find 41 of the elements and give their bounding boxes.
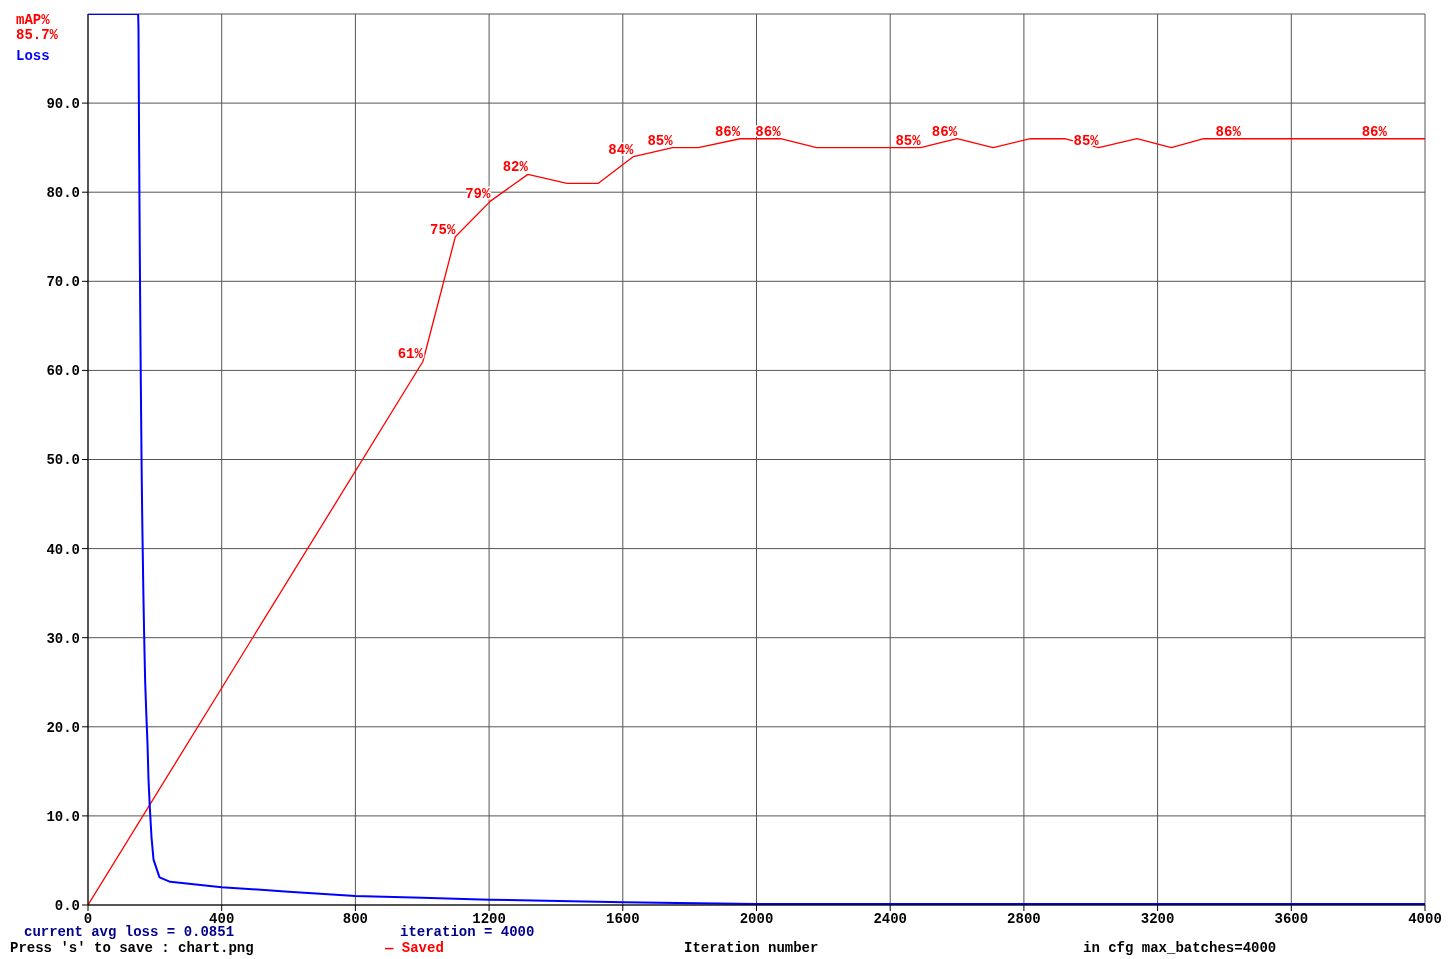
text: in cfg max_batches=4000: [1083, 940, 1277, 956]
x-tick-label: 400: [209, 910, 235, 927]
x-tick-label: 2000: [739, 910, 774, 927]
x-tick-label: 800: [342, 910, 369, 927]
y-tick-label: 60.0: [46, 363, 80, 380]
y-tick-label: 0.0: [54, 897, 80, 914]
y-tick-label: 80.0: [46, 185, 80, 202]
text: Loss: [16, 48, 50, 64]
y-tick-label: 90.0: [46, 96, 80, 113]
text: Press 's' to save : chart.png: [10, 940, 254, 956]
y-tick-label: 50.0: [46, 452, 80, 469]
y-tick-label: 30.0: [46, 630, 80, 647]
data-label: 82%: [502, 159, 529, 176]
data-label: 85%: [895, 132, 922, 149]
x-axis-title: Iteration number: [684, 940, 819, 956]
x-tick-label: 4000: [1408, 910, 1442, 927]
text: mAP%: [16, 12, 50, 28]
x-tick-label: 1200: [472, 910, 506, 927]
text: 85.7%: [16, 27, 59, 43]
x-tick-label: 2400: [873, 910, 907, 927]
x-tick-label: 2800: [1007, 910, 1041, 927]
data-label: 86%: [1215, 123, 1242, 140]
y-tick-label: 20.0: [46, 719, 80, 736]
data-label: 86%: [1361, 123, 1388, 140]
x-tick-label: 3600: [1274, 910, 1309, 927]
data-label: 86%: [714, 123, 741, 140]
x-tick-label: 3200: [1140, 910, 1175, 927]
data-label: 85%: [647, 132, 674, 149]
text: current avg loss = 0.0851: [24, 924, 235, 940]
data-label: 79%: [465, 186, 492, 203]
text: — Saved: [385, 940, 444, 956]
x-tick-label: 0: [83, 910, 93, 927]
data-label: 61%: [397, 346, 424, 363]
text: iteration = 4000: [400, 924, 535, 940]
y-tick-label: 70.0: [46, 274, 80, 291]
data-label: 86%: [931, 123, 958, 140]
data-label: 84%: [608, 141, 635, 158]
x-tick-label: 1600: [606, 910, 640, 927]
y-tick-label: 40.0: [46, 541, 80, 558]
data-label: 75%: [430, 221, 456, 238]
y-tick-label: 10.0: [46, 808, 80, 825]
